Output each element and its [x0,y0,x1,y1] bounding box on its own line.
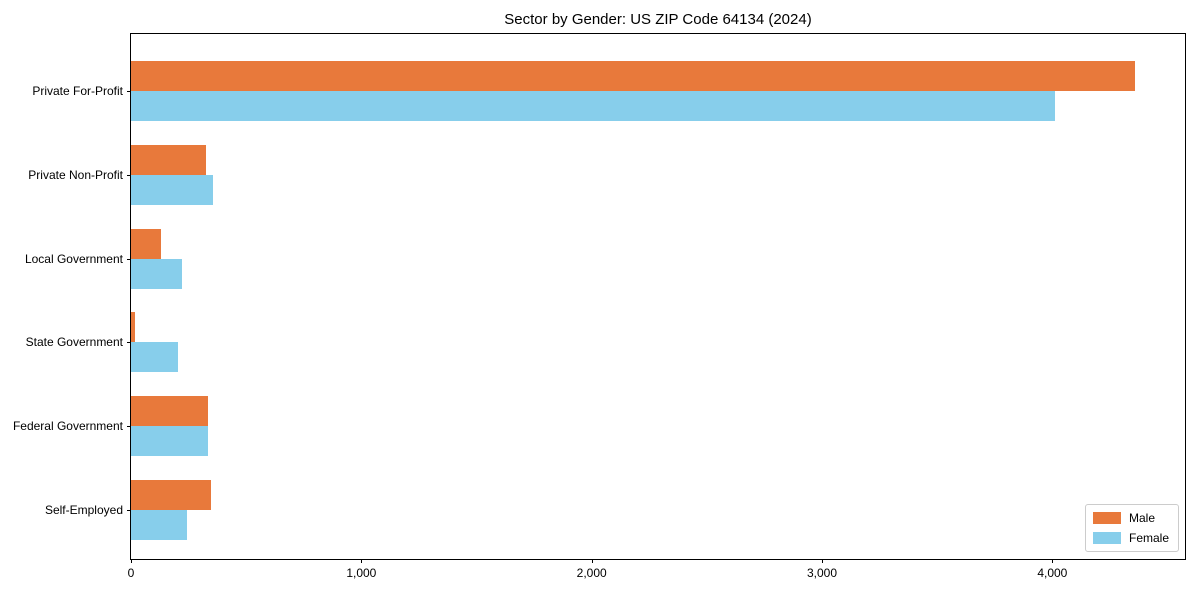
legend-item-male: Male [1092,511,1169,525]
bar-male-0 [131,61,1136,91]
y-tick-label: Private For-Profit [32,84,123,98]
legend: Male Female [1084,504,1179,552]
y-tick-mark [127,510,131,511]
bar-female-3 [131,342,179,373]
x-tick-mark [821,559,823,563]
y-tick-label: Federal Government [12,419,123,434]
y-tick-mark [127,91,131,92]
y-tick-mark [127,258,131,260]
bar-female-5 [131,510,187,540]
y-tick-label: State Government [25,335,123,350]
y-tick-mark [127,426,131,428]
x-tick-label: 2,000 [576,566,607,580]
x-tick-label: 4,000 [1037,566,1068,580]
x-tick-mark [131,559,132,563]
legend-item-female: Female [1092,531,1169,545]
bar-male-4 [131,396,209,427]
x-tick-mark [361,559,363,563]
y-tick-label: Local Government [24,251,123,266]
y-tick-mark [127,174,131,176]
legend-label: Male [1128,511,1155,525]
bar-female-0 [131,91,1055,121]
y-tick-mark [127,342,131,344]
legend-swatch-female [1092,532,1121,544]
legend-label: Female [1128,531,1169,545]
bar-male-3 [131,312,135,343]
x-tick-label: 1,000 [346,566,377,580]
y-tick-label: Private Non-Profit [28,167,123,182]
x-tick-label: 0 [127,566,135,580]
y-tick-label: Self-Employed [44,503,123,517]
plot-area: Private For-Profit Private Non-Profit Loca… [13,33,1186,580]
x-tick-label: 3,000 [806,566,837,580]
chart-title: Sector by Gender: US ZIP Code 64134 (202… [504,11,812,28]
bar-female-4 [131,426,208,457]
x-tick-mark [1052,559,1054,563]
bar-female-2 [131,258,182,289]
bar-female-1 [131,174,213,205]
x-tick-mark [591,559,593,563]
bar-male-5 [131,480,211,510]
bar-male-1 [131,144,206,175]
bar-male-2 [131,228,161,259]
legend-swatch-male [1092,512,1121,524]
